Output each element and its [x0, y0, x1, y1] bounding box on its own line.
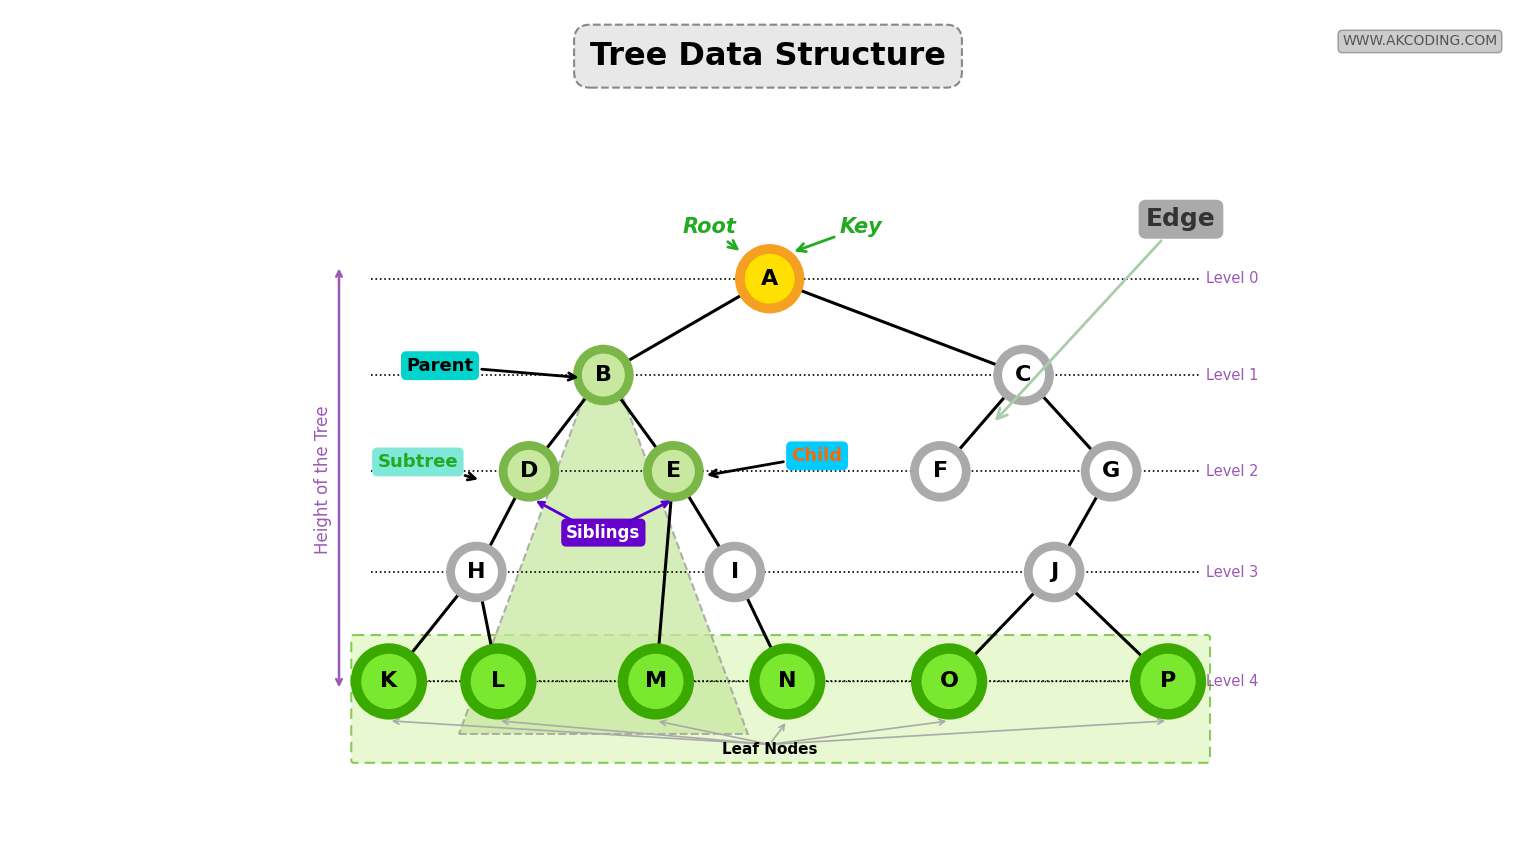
Text: Child: Child [710, 447, 843, 477]
Text: Height of the Tree: Height of the Tree [315, 406, 332, 555]
Circle shape [507, 448, 551, 494]
Circle shape [581, 353, 625, 397]
Circle shape [736, 245, 803, 312]
Text: Parent: Parent [407, 357, 576, 380]
Text: M: M [645, 671, 667, 691]
Circle shape [1026, 543, 1083, 600]
Text: G: G [1101, 461, 1120, 481]
Text: WWW.AKCODING.COM: WWW.AKCODING.COM [1342, 35, 1498, 48]
Text: Tree Data Structure: Tree Data Structure [590, 41, 946, 72]
Text: I: I [731, 562, 739, 582]
Text: Subtree: Subtree [378, 453, 475, 480]
Circle shape [361, 652, 418, 710]
Circle shape [995, 346, 1052, 404]
Text: Level 2: Level 2 [1206, 464, 1258, 479]
Text: Key: Key [797, 217, 883, 251]
Circle shape [743, 253, 796, 305]
Circle shape [759, 652, 816, 710]
Circle shape [751, 645, 823, 718]
Circle shape [574, 346, 633, 404]
Circle shape [1032, 550, 1077, 594]
Text: P: P [1160, 671, 1177, 691]
Text: H: H [467, 562, 485, 582]
Text: D: D [519, 461, 538, 481]
Circle shape [713, 550, 757, 594]
Text: Level 3: Level 3 [1206, 564, 1258, 580]
Text: A: A [760, 269, 779, 289]
Text: Root: Root [682, 217, 737, 249]
Circle shape [627, 652, 685, 710]
Text: B: B [594, 365, 611, 385]
Text: N: N [777, 671, 797, 691]
Text: O: O [940, 671, 958, 691]
Circle shape [619, 645, 693, 718]
Text: C: C [1015, 365, 1032, 385]
Circle shape [651, 448, 696, 494]
Text: Edge: Edge [997, 207, 1217, 419]
Text: J: J [1051, 562, 1058, 582]
Circle shape [645, 442, 702, 500]
Text: L: L [492, 671, 505, 691]
Circle shape [1001, 353, 1046, 397]
Circle shape [920, 652, 978, 710]
Circle shape [352, 645, 425, 718]
Text: Level 1: Level 1 [1206, 367, 1258, 383]
Circle shape [1083, 442, 1140, 500]
Circle shape [447, 543, 505, 600]
Circle shape [912, 645, 986, 718]
Circle shape [461, 645, 535, 718]
Polygon shape [459, 345, 748, 734]
Circle shape [919, 448, 963, 494]
Text: E: E [665, 461, 680, 481]
FancyBboxPatch shape [352, 635, 1210, 763]
Circle shape [705, 543, 763, 600]
Circle shape [1140, 652, 1197, 710]
Text: K: K [381, 671, 398, 691]
Text: Siblings: Siblings [567, 524, 641, 542]
Circle shape [501, 442, 558, 500]
Text: Leaf Nodes: Leaf Nodes [722, 742, 817, 757]
Text: Level 0: Level 0 [1206, 271, 1258, 286]
Circle shape [1130, 645, 1204, 718]
Circle shape [1089, 448, 1134, 494]
Circle shape [455, 550, 499, 594]
Circle shape [911, 442, 969, 500]
Circle shape [470, 652, 527, 710]
Text: Level 4: Level 4 [1206, 674, 1258, 689]
Text: F: F [932, 461, 948, 481]
